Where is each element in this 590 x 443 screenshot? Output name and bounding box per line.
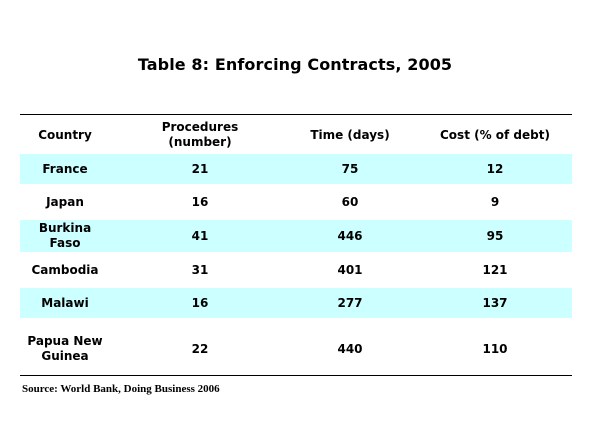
cell-country: Malawi: [41, 295, 89, 310]
cell-country: Burkina Faso: [38, 221, 92, 250]
cell-cost: 95: [486, 228, 504, 243]
table-row: Japan 16 60 9: [20, 187, 572, 217]
cell-time: 75: [341, 161, 359, 176]
table-row: France 21 75 12: [20, 154, 572, 184]
cell-procedures: 21: [191, 161, 209, 176]
cell-procedures: 22: [191, 341, 209, 356]
cell-cost: 110: [482, 341, 508, 356]
cell-time: 60: [341, 194, 359, 209]
header-procedures: Procedures (number): [161, 120, 239, 149]
table-bottom-rule: [20, 375, 572, 376]
cell-procedures: 16: [191, 194, 209, 209]
table-row: Cambodia 31 401 121: [20, 254, 572, 286]
cell-time: 446: [337, 228, 363, 243]
cell-country: Papua New Guinea: [27, 334, 103, 363]
table-top-rule: [20, 114, 572, 115]
cell-country: Cambodia: [31, 262, 99, 277]
cell-time: 440: [337, 341, 363, 356]
cell-country: Japan: [46, 194, 84, 209]
table-row: Papua New Guinea 22 440 110: [20, 328, 572, 370]
cell-time: 277: [337, 295, 363, 310]
table-row: Burkina Faso 41 446 95: [20, 220, 572, 252]
header-time: Time (days): [310, 127, 390, 142]
cell-time: 401: [337, 262, 363, 277]
table-row: Malawi 16 277 137: [20, 288, 572, 318]
table-header-row: Country Procedures (number) Time (days) …: [20, 118, 572, 152]
header-cost: Cost (% of debt): [440, 127, 550, 142]
source-note: Source: World Bank, Doing Business 2006: [22, 383, 220, 395]
table-title: Table 8: Enforcing Contracts, 2005: [137, 55, 453, 74]
cell-cost: 137: [482, 295, 508, 310]
cell-cost: 121: [482, 262, 508, 277]
cell-procedures: 16: [191, 295, 209, 310]
cell-procedures: 41: [191, 228, 209, 243]
cell-cost: 12: [486, 161, 504, 176]
header-country: Country: [38, 127, 92, 142]
cell-cost: 9: [490, 194, 500, 209]
cell-country: France: [42, 161, 88, 176]
cell-procedures: 31: [191, 262, 209, 277]
